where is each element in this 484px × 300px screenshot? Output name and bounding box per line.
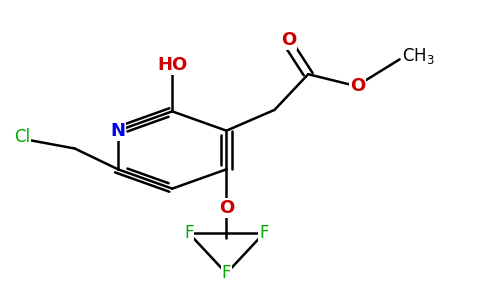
Text: O: O (219, 199, 234, 217)
Text: Cl: Cl (14, 128, 30, 146)
Text: F: F (259, 224, 269, 242)
Text: F: F (184, 224, 194, 242)
Text: HO: HO (157, 56, 187, 74)
Text: F: F (222, 264, 231, 282)
Text: N: N (110, 122, 125, 140)
Text: CH$_3$: CH$_3$ (402, 46, 435, 66)
Text: O: O (350, 77, 365, 95)
Text: O: O (281, 31, 297, 49)
